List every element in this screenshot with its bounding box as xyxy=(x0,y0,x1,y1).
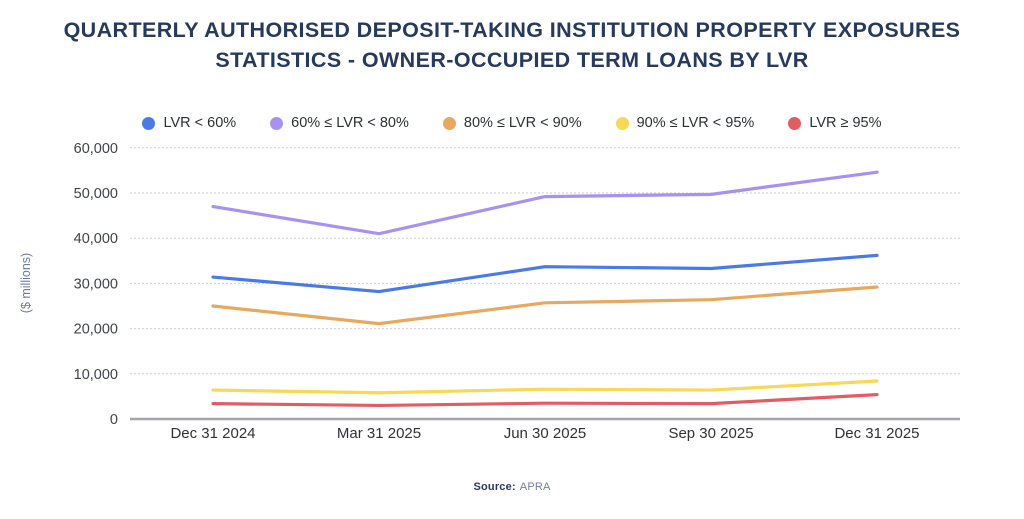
x-tick-label: Dec 31 2024 xyxy=(170,425,255,442)
source-label: Source: xyxy=(473,481,516,493)
legend-item-1: 60% ≤ LVR < 80% xyxy=(270,115,409,131)
y-tick-label: 20,000 xyxy=(74,322,118,338)
series-line-3 xyxy=(211,379,879,395)
legend-item-0: LVR < 60% xyxy=(142,115,236,131)
y-tick-label: 30,000 xyxy=(74,276,118,292)
legend-item-label: 60% ≤ LVR < 80% xyxy=(291,115,409,131)
source-note: Source: APRA xyxy=(0,481,1024,493)
x-tick-label: Sep 30 2025 xyxy=(668,425,753,442)
legend-item-4: LVR ≥ 95% xyxy=(788,115,882,131)
y-tick-label: 50,000 xyxy=(74,186,118,202)
y-tick-label: 40,000 xyxy=(74,231,118,247)
x-tick-label: Mar 31 2025 xyxy=(337,425,421,442)
legend-item-label: 80% ≤ LVR < 90% xyxy=(463,115,582,131)
legend-dot-icon xyxy=(615,116,629,130)
legend-item-label: 90% ≤ LVR < 95% xyxy=(636,115,755,131)
legend-dot-icon xyxy=(142,116,156,130)
chart-area: 0 10,000 20,000 30,000 40,000 50,000 60,000 ($ … xyxy=(0,133,1024,463)
x-tick-label: Jun 30 2025 xyxy=(504,425,587,442)
series-line-0 xyxy=(211,253,879,294)
y-tick-label: 0 xyxy=(110,412,118,428)
legend-dot-icon xyxy=(270,116,284,130)
title-line-1: QUARTERLY AUTHORISED DEPOSIT-TAKING INST… xyxy=(63,18,961,42)
chart-legend: LVR < 60% 60% ≤ LVR < 80% 80% ≤ LVR < 90% 9… xyxy=(0,113,1024,133)
legend-item-2: 80% ≤ LVR < 90% xyxy=(442,115,582,131)
x-tick-label: Dec 31 2025 xyxy=(834,425,919,442)
legend-item-label: LVR ≥ 95% xyxy=(809,115,882,131)
page-title: QUARTERLY AUTHORISED DEPOSIT-TAKING INST… xyxy=(0,0,1024,75)
legend-item-label: LVR < 60% xyxy=(163,115,237,131)
y-axis-title: ($ millions) xyxy=(19,253,33,313)
y-tick-label: 60,000 xyxy=(74,141,118,157)
y-axis-ticks: 0 10,000 20,000 30,000 40,000 50,000 60,000 xyxy=(74,141,118,428)
legend-item-3: 90% ≤ LVR < 95% xyxy=(615,115,755,131)
legend-dot-icon xyxy=(788,116,802,130)
series-line-4 xyxy=(211,392,879,408)
series-line-2 xyxy=(211,285,879,326)
y-tick-label: 10,000 xyxy=(74,367,118,383)
x-axis-ticks: Dec 31 2024 Mar 31 2025 Jun 30 2025 Sep 30 … xyxy=(170,425,919,442)
legend-dot-icon xyxy=(442,116,456,130)
gridlines xyxy=(130,147,960,375)
line-chart-svg: 0 10,000 20,000 30,000 40,000 50,000 60,000 ($ … xyxy=(19,141,960,442)
source-value: APRA xyxy=(519,481,551,493)
series-line-1 xyxy=(211,170,879,236)
title-line-2: STATISTICS - OWNER-OCCUPIED TERM LOANS B… xyxy=(215,48,809,72)
